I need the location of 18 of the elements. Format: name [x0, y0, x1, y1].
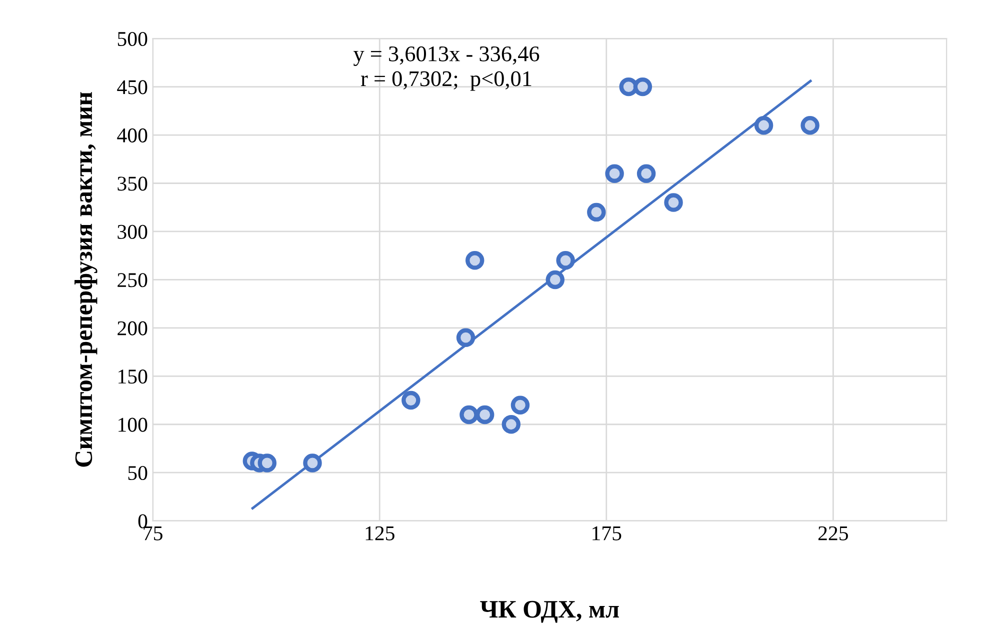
x-tick-label: 175 [592, 526, 622, 540]
y-tick-label: 100 [118, 418, 148, 432]
x-tick-label: 225 [818, 526, 848, 540]
y-axis-title: Симптом-реперфузия вакти, мин [74, 92, 98, 467]
y-tick-label: 250 [118, 273, 148, 288]
x-tick-label: 75 [144, 526, 162, 540]
y-tick-label: 500 [118, 32, 148, 46]
y-tick-label: 300 [118, 224, 148, 239]
y-tick-label: 450 [117, 80, 148, 94]
x-tick-label: 125 [366, 526, 394, 540]
annotation: y = 3,6013x - 336,46 r = 0,7302; p<0,01 [353, 46, 540, 91]
x-axis-title: ЧК ОДХ, мл [480, 600, 619, 623]
y-tick-label: 200 [118, 321, 148, 336]
y-tick-label: 350 [118, 176, 148, 191]
y-tick-label: 400 [117, 128, 148, 142]
y-tick-label: 50 [128, 466, 148, 480]
y-tick-label: 0 [138, 514, 148, 528]
y-tick-label: 150 [118, 370, 148, 384]
